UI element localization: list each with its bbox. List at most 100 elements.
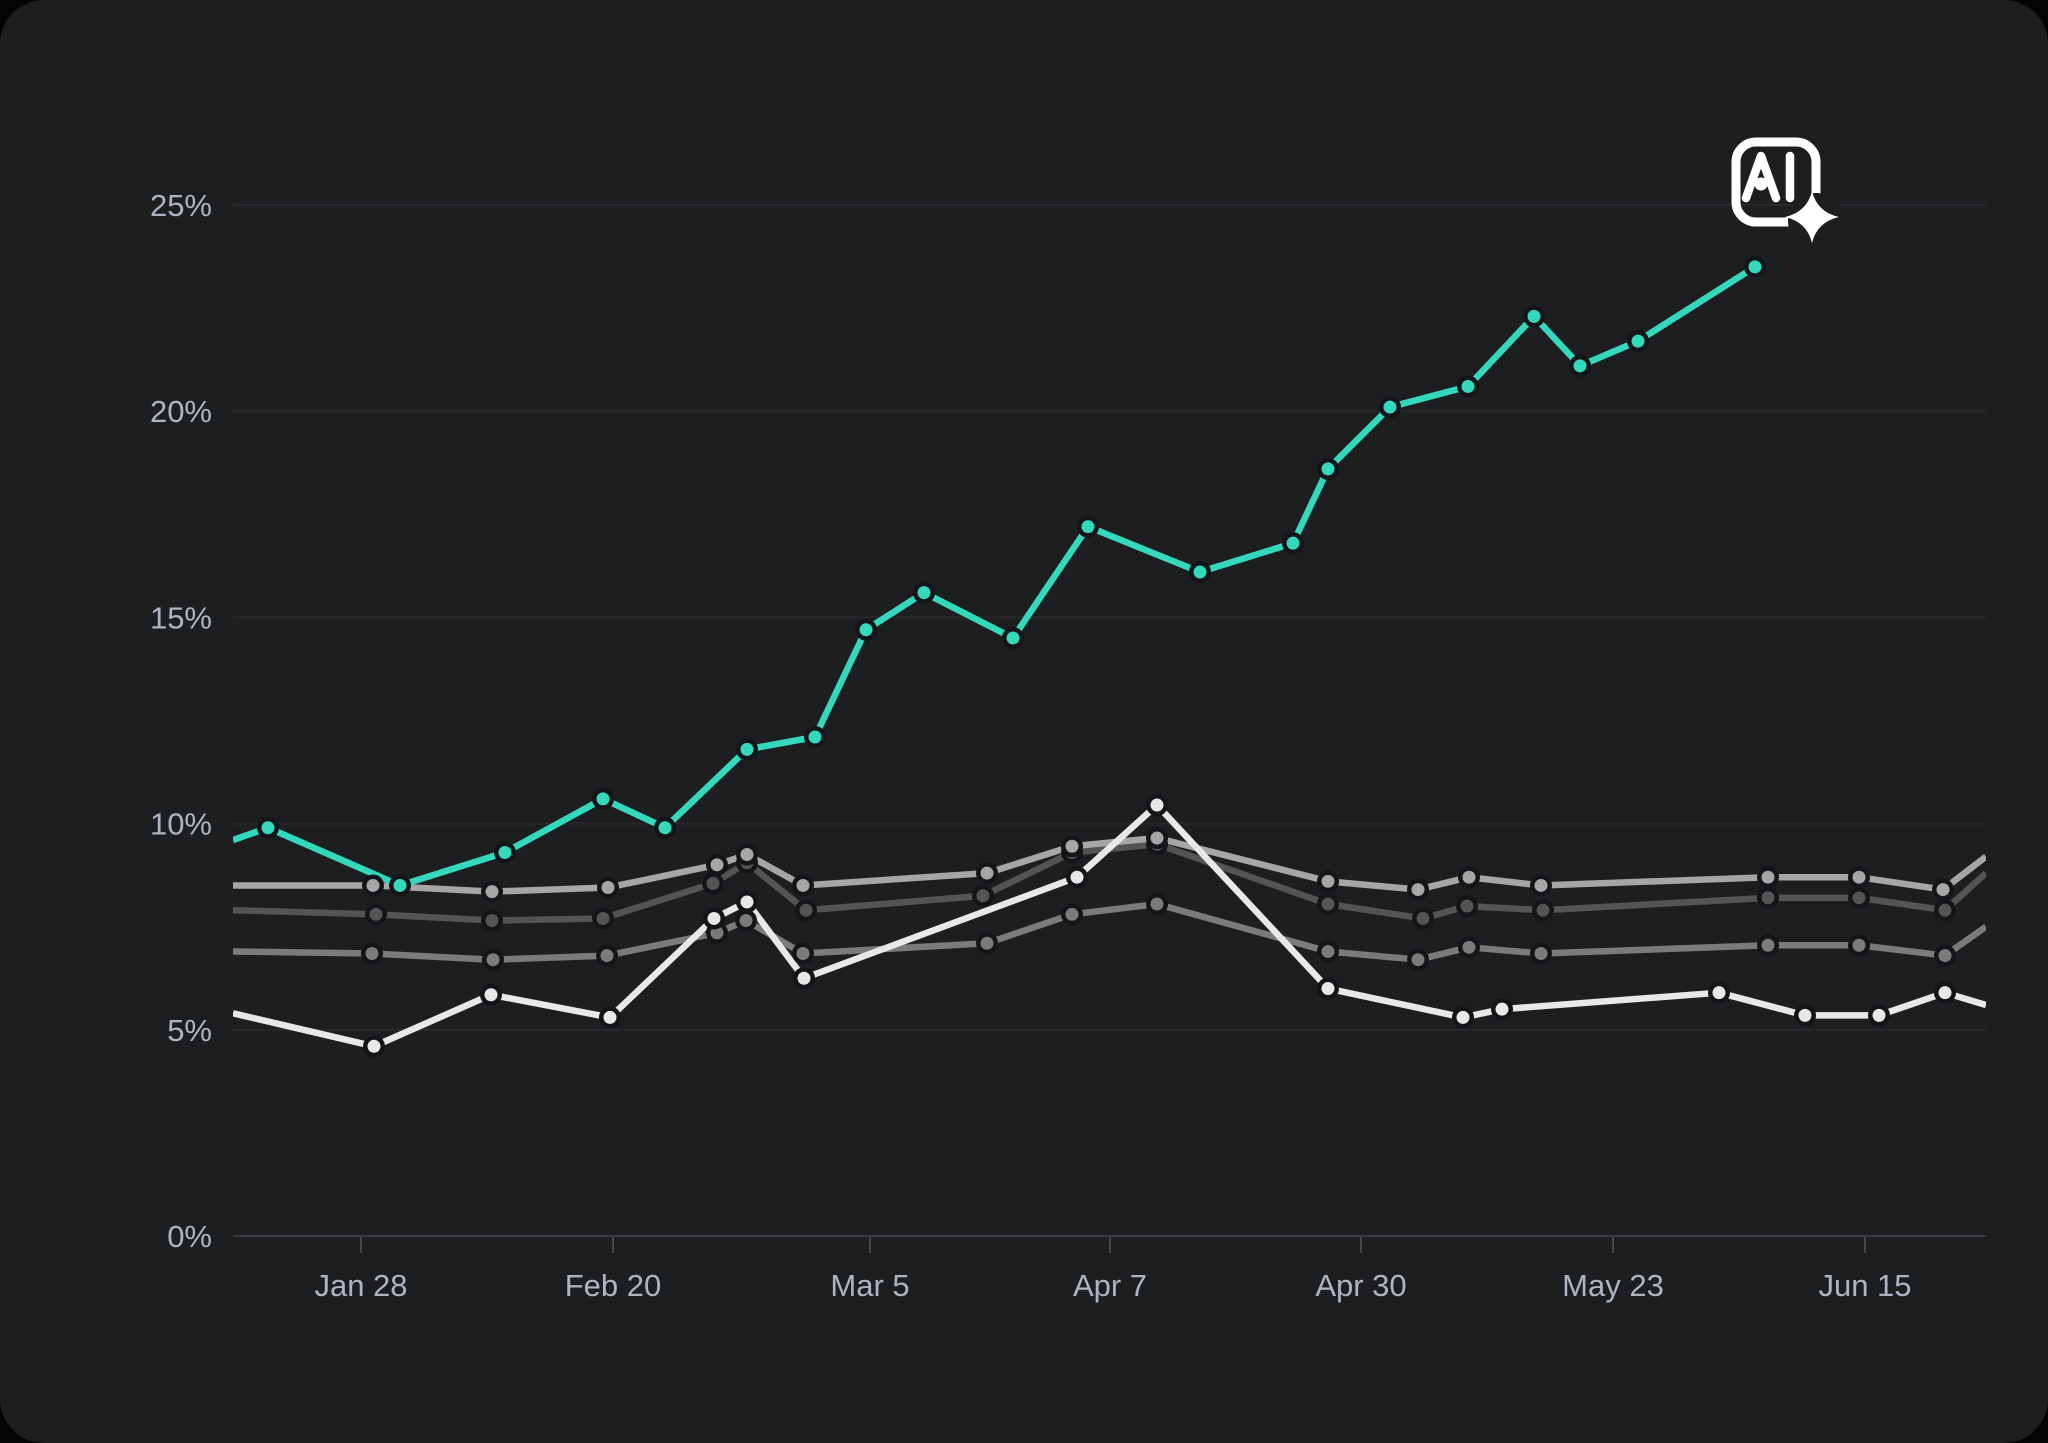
data-point-series-mid-gray[interactable] [1462, 940, 1476, 954]
data-point-series-white[interactable] [1070, 870, 1084, 884]
data-point-series-mid-gray[interactable] [1852, 938, 1866, 952]
data-point-series-highlight-teal[interactable] [1286, 536, 1300, 550]
x-axis-label: Jun 15 [1818, 1268, 1911, 1303]
ai-logo-letter-a [1741, 151, 1781, 203]
data-point-series-mid-gray[interactable] [1534, 947, 1548, 961]
data-point-series-white[interactable] [1938, 986, 1952, 1000]
data-point-series-light-gray[interactable] [601, 881, 615, 895]
data-point-series-mid-gray[interactable] [1938, 949, 1952, 963]
data-point-series-dark-gray[interactable] [1416, 911, 1430, 925]
data-point-series-light-gray[interactable] [1462, 870, 1476, 884]
data-point-series-highlight-teal[interactable] [1383, 400, 1397, 414]
data-point-series-light-gray[interactable] [1534, 878, 1548, 892]
data-point-series-white[interactable] [1150, 798, 1164, 812]
data-point-series-mid-gray[interactable] [980, 936, 994, 950]
data-point-series-white[interactable] [484, 988, 498, 1002]
data-point-series-light-gray[interactable] [1065, 839, 1079, 853]
data-point-series-dark-gray[interactable] [369, 907, 383, 921]
series-layer [233, 264, 1986, 1050]
data-point-series-highlight-teal[interactable] [393, 878, 407, 892]
x-axis-label: May 23 [1562, 1268, 1664, 1303]
data-point-series-mid-gray[interactable] [1411, 953, 1425, 967]
data-point-series-light-gray[interactable] [1852, 870, 1866, 884]
data-point-series-highlight-teal[interactable] [1527, 309, 1541, 323]
data-point-series-dark-gray[interactable] [1536, 903, 1550, 917]
data-point-series-dark-gray[interactable] [1321, 897, 1335, 911]
x-axis-label: Jan 28 [314, 1268, 407, 1303]
data-point-series-highlight-teal[interactable] [1321, 462, 1335, 476]
data-point-series-light-gray[interactable] [1150, 831, 1164, 845]
data-point-series-white[interactable] [367, 1039, 381, 1053]
series-line-series-mid-gray [233, 900, 1986, 963]
data-point-series-mid-gray[interactable] [796, 947, 810, 961]
data-point-series-light-gray[interactable] [1411, 883, 1425, 897]
y-axis-label: 10% [150, 807, 212, 842]
y-axis-label: 0% [167, 1219, 212, 1254]
data-point-series-dark-gray[interactable] [1460, 899, 1474, 913]
data-point-series-light-gray[interactable] [366, 878, 380, 892]
data-point-series-highlight-teal[interactable] [1461, 379, 1475, 393]
data-point-series-light-gray[interactable] [1321, 874, 1335, 888]
data-point-series-white[interactable] [1798, 1008, 1812, 1022]
data-point-series-white[interactable] [1495, 1002, 1509, 1016]
data-point-series-highlight-teal[interactable] [261, 821, 275, 835]
data-point-series-white[interactable] [1321, 982, 1335, 996]
data-point-series-dark-gray[interactable] [1938, 903, 1952, 917]
y-axis-label: 25% [150, 188, 212, 223]
data-point-series-dark-gray[interactable] [485, 914, 499, 928]
ai-logo-frame [1731, 137, 1821, 227]
data-point-series-mid-gray[interactable] [710, 926, 724, 940]
ai-logo [1731, 137, 1844, 249]
data-point-series-mid-gray[interactable] [1321, 944, 1335, 958]
data-point-series-light-gray[interactable] [980, 866, 994, 880]
data-point-series-mid-gray[interactable] [1065, 907, 1079, 921]
data-point-series-mid-gray[interactable] [600, 949, 614, 963]
data-point-series-mid-gray[interactable] [739, 914, 753, 928]
data-point-series-light-gray[interactable] [796, 878, 810, 892]
y-axis-label: 20% [150, 394, 212, 429]
data-point-series-mid-gray[interactable] [486, 953, 500, 967]
data-point-series-light-gray[interactable] [710, 858, 724, 872]
data-point-series-white[interactable] [1712, 986, 1726, 1000]
dots-layer [257, 255, 1956, 1058]
data-point-series-light-gray[interactable] [1936, 883, 1950, 897]
data-point-series-white[interactable] [1456, 1010, 1470, 1024]
data-point-series-highlight-teal[interactable] [1573, 359, 1587, 373]
y-axis-label: 15% [150, 600, 212, 635]
series-line-series-dark-gray [233, 840, 1986, 924]
data-point-series-dark-gray[interactable] [706, 876, 720, 890]
data-point-series-highlight-teal[interactable] [1748, 260, 1762, 274]
data-point-series-mid-gray[interactable] [365, 947, 379, 961]
data-point-series-light-gray[interactable] [485, 885, 499, 899]
data-point-series-white[interactable] [740, 895, 754, 909]
series-line-series-highlight-teal [233, 264, 1757, 889]
data-point-series-mid-gray[interactable] [1761, 938, 1775, 952]
data-point-series-white[interactable] [1872, 1008, 1886, 1022]
grid-layer [233, 204, 1986, 1237]
data-point-series-light-gray[interactable] [740, 848, 754, 862]
data-point-series-mid-gray[interactable] [1150, 897, 1164, 911]
data-point-series-dark-gray[interactable] [596, 911, 610, 925]
data-point-series-dark-gray[interactable] [976, 889, 990, 903]
data-point-series-highlight-teal[interactable] [917, 586, 931, 600]
data-point-series-highlight-teal[interactable] [596, 792, 610, 806]
data-point-series-dark-gray[interactable] [1852, 891, 1866, 905]
data-point-series-highlight-teal[interactable] [740, 742, 754, 756]
data-point-series-white[interactable] [603, 1010, 617, 1024]
data-point-series-highlight-teal[interactable] [1081, 520, 1095, 534]
data-point-series-highlight-teal[interactable] [859, 623, 873, 637]
data-point-series-white[interactable] [707, 911, 721, 925]
data-point-series-dark-gray[interactable] [1761, 891, 1775, 905]
data-point-series-highlight-teal[interactable] [808, 730, 822, 744]
data-point-series-highlight-teal[interactable] [498, 845, 512, 859]
data-point-series-highlight-teal[interactable] [658, 821, 672, 835]
data-point-series-highlight-teal[interactable] [1631, 334, 1645, 348]
data-point-series-white[interactable] [797, 971, 811, 985]
data-point-series-dark-gray[interactable] [799, 903, 813, 917]
data-point-series-highlight-teal[interactable] [1006, 631, 1020, 645]
data-point-series-highlight-teal[interactable] [1193, 565, 1207, 579]
data-point-series-light-gray[interactable] [1761, 870, 1775, 884]
axis-layer: 0% 5% 10% 15% 20% 25% Jan 28 Feb 20 Mar 5 Apr 7 Ap… [150, 188, 1912, 1303]
